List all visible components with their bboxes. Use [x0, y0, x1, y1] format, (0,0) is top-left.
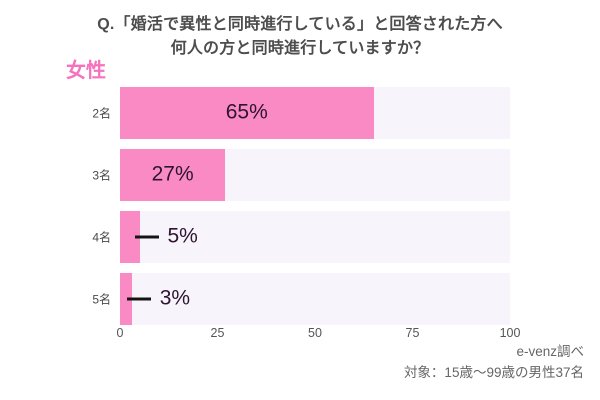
bar-row: 2名 65% [92, 87, 510, 139]
category-label: 4名 [92, 230, 111, 245]
x-tick-label: 0 [116, 326, 124, 340]
value-label: 65% [225, 100, 268, 124]
bar-chart-plot-area: 2名 65% 3名 27% 4名 5% 5名 3% [92, 87, 510, 335]
x-tick-label: 50 [308, 326, 322, 340]
category-label: 2名 [92, 106, 111, 121]
value-label: 27% [151, 162, 194, 186]
chart-title-line2: 何人の方と同時進行していますか？ [170, 40, 430, 57]
category-label: 3名 [92, 168, 111, 183]
chart-footer: e-venz調べ 対象：15歳〜99歳の男性37名 [404, 342, 584, 384]
x-axis: 0 25 50 75 100 [116, 326, 521, 342]
value-label: 5% [167, 224, 198, 248]
x-tick-label: 25 [210, 326, 225, 340]
value-label: 3% [159, 286, 191, 310]
bar-track [120, 211, 510, 263]
x-tick-label: 75 [405, 326, 420, 340]
survey-target: 対象：15歳〜99歳の男性37名 [403, 364, 584, 380]
bar-3名 [120, 149, 226, 201]
chart-title: Q.「婚活で異性と同時進行している」と回答された方へ 何人の方と同時進行していま… [0, 13, 600, 61]
leader-line [134, 235, 159, 239]
source-credit: e-venz調べ [516, 344, 584, 359]
bar-4名 [120, 211, 140, 263]
leader-line [126, 297, 151, 301]
x-tick-label: 100 [499, 326, 521, 340]
bar-2名 [120, 87, 374, 139]
bar-row: 3名 27% [92, 149, 510, 201]
group-label-female: 女性 [66, 60, 106, 82]
bar-5名 [120, 273, 132, 325]
chart-title-line1: Q.「婚活で異性と同時進行している」と回答された方へ [97, 16, 503, 33]
bar-track [120, 273, 510, 325]
category-label: 5名 [92, 292, 111, 307]
bar-row: 4名 5% [92, 211, 510, 263]
bar-row: 5名 3% [92, 273, 510, 325]
